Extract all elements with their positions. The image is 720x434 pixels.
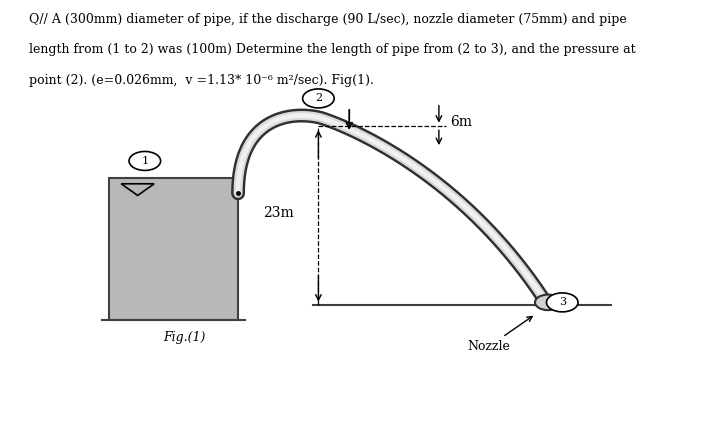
Text: 1: 1	[141, 156, 148, 166]
Circle shape	[302, 89, 334, 108]
Circle shape	[535, 295, 561, 310]
Text: 6m: 6m	[450, 115, 472, 128]
Circle shape	[129, 151, 161, 171]
Text: Fig.(1): Fig.(1)	[163, 331, 205, 344]
Text: Q// A (300mm) diameter of pipe, if the discharge (90 L/sec), nozzle diameter (75: Q// A (300mm) diameter of pipe, if the d…	[29, 13, 626, 26]
Polygon shape	[109, 178, 238, 320]
Text: 3: 3	[559, 297, 566, 307]
Circle shape	[546, 293, 578, 312]
Text: Nozzle: Nozzle	[467, 316, 532, 353]
Text: 23m: 23m	[264, 206, 294, 220]
Text: point (2). (e=0.026mm,  v =1.13* 10⁻⁶ m²/sec). Fig(1).: point (2). (e=0.026mm, v =1.13* 10⁻⁶ m²/…	[29, 74, 374, 87]
Text: 2: 2	[315, 93, 322, 103]
Text: length from (1 to 2) was (100m) Determine the length of pipe from (2 to 3), and : length from (1 to 2) was (100m) Determin…	[29, 43, 636, 56]
